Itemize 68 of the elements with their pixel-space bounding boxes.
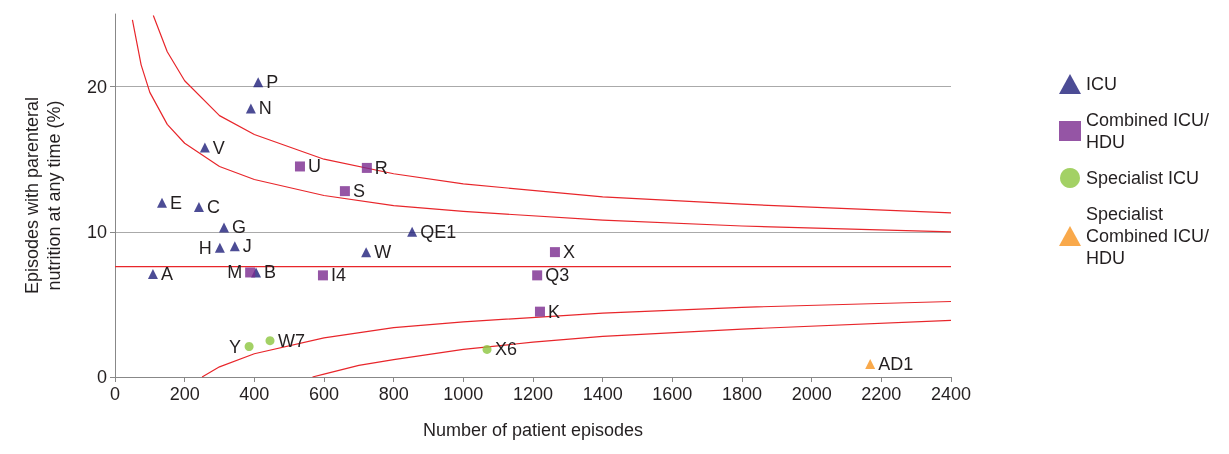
point: [361, 162, 372, 173]
point: [482, 344, 492, 354]
legend-label: Specialist Combined ICU/HDU: [1086, 204, 1210, 268]
annotation: A: [160, 263, 173, 284]
annotation: B: [264, 262, 277, 283]
x-tick-label: 2200: [861, 384, 902, 404]
x-tick-label: 1800: [721, 384, 763, 404]
point: [534, 306, 545, 317]
point: [361, 247, 372, 258]
point: [532, 270, 543, 281]
annotation: G: [232, 217, 247, 238]
annotation: U: [307, 156, 321, 177]
point: [193, 202, 204, 213]
x-tick-label: 2000: [791, 384, 832, 404]
y-tick-label: 20: [86, 76, 107, 97]
annotation: H: [198, 237, 212, 258]
point: [294, 161, 305, 172]
point: [229, 241, 240, 252]
annotation: W: [374, 242, 392, 263]
annotation: N: [258, 98, 272, 119]
x-axis-title: Number of patient episodes: [422, 420, 644, 440]
annotation: P: [266, 72, 279, 93]
annotation: C: [206, 197, 220, 218]
point: [253, 77, 264, 88]
point: [214, 242, 225, 253]
point: [244, 342, 254, 352]
legend-label: Combined ICU/HDU: [1086, 110, 1210, 152]
point: [199, 142, 210, 153]
point: [245, 267, 256, 278]
point: [407, 226, 418, 237]
point: [317, 270, 328, 281]
annotation: Q3: [545, 265, 570, 286]
point: [549, 247, 560, 258]
x-tick-label: 2400: [930, 384, 972, 404]
x-tick-label: 1200: [512, 384, 554, 404]
annotation: V: [212, 137, 225, 158]
annotation: I4: [330, 265, 346, 286]
annotation: X: [562, 242, 575, 263]
annotation: M: [227, 262, 243, 283]
x-tick-label: 1600: [652, 384, 693, 404]
point: [245, 103, 256, 114]
annotation: Y: [229, 336, 242, 357]
point: [147, 268, 158, 279]
x-tick-label: 200: [169, 384, 200, 404]
annotation: AD1: [878, 353, 914, 374]
line-series: [311, 319, 952, 378]
x-tick-label: 400: [239, 384, 270, 404]
y-tick-label: 0: [96, 367, 107, 387]
y-axis-title: Episodes with parenteral nutrition at any time (%): [22, 96, 64, 295]
point: [265, 336, 275, 346]
x-tick-label: 0: [109, 384, 121, 404]
legend-label: ICU: [1086, 74, 1117, 94]
y-tick-label: 10: [86, 221, 107, 242]
x-tick-label: 800: [378, 384, 409, 404]
annotation: S: [352, 181, 365, 202]
point: [157, 197, 168, 208]
point: [865, 358, 876, 369]
x-tick-label: 600: [308, 384, 340, 404]
line-series: [201, 300, 952, 378]
point: [339, 186, 350, 197]
annotation: X6: [495, 339, 518, 360]
annotation: E: [170, 192, 183, 213]
point: [219, 222, 230, 233]
legend-label: Specialist ICU: [1086, 168, 1200, 188]
x-tick-label: 1000: [443, 384, 484, 404]
annotation: J: [242, 236, 252, 257]
x-tick-label: 1400: [582, 384, 623, 404]
annotation: QE1: [420, 221, 457, 242]
